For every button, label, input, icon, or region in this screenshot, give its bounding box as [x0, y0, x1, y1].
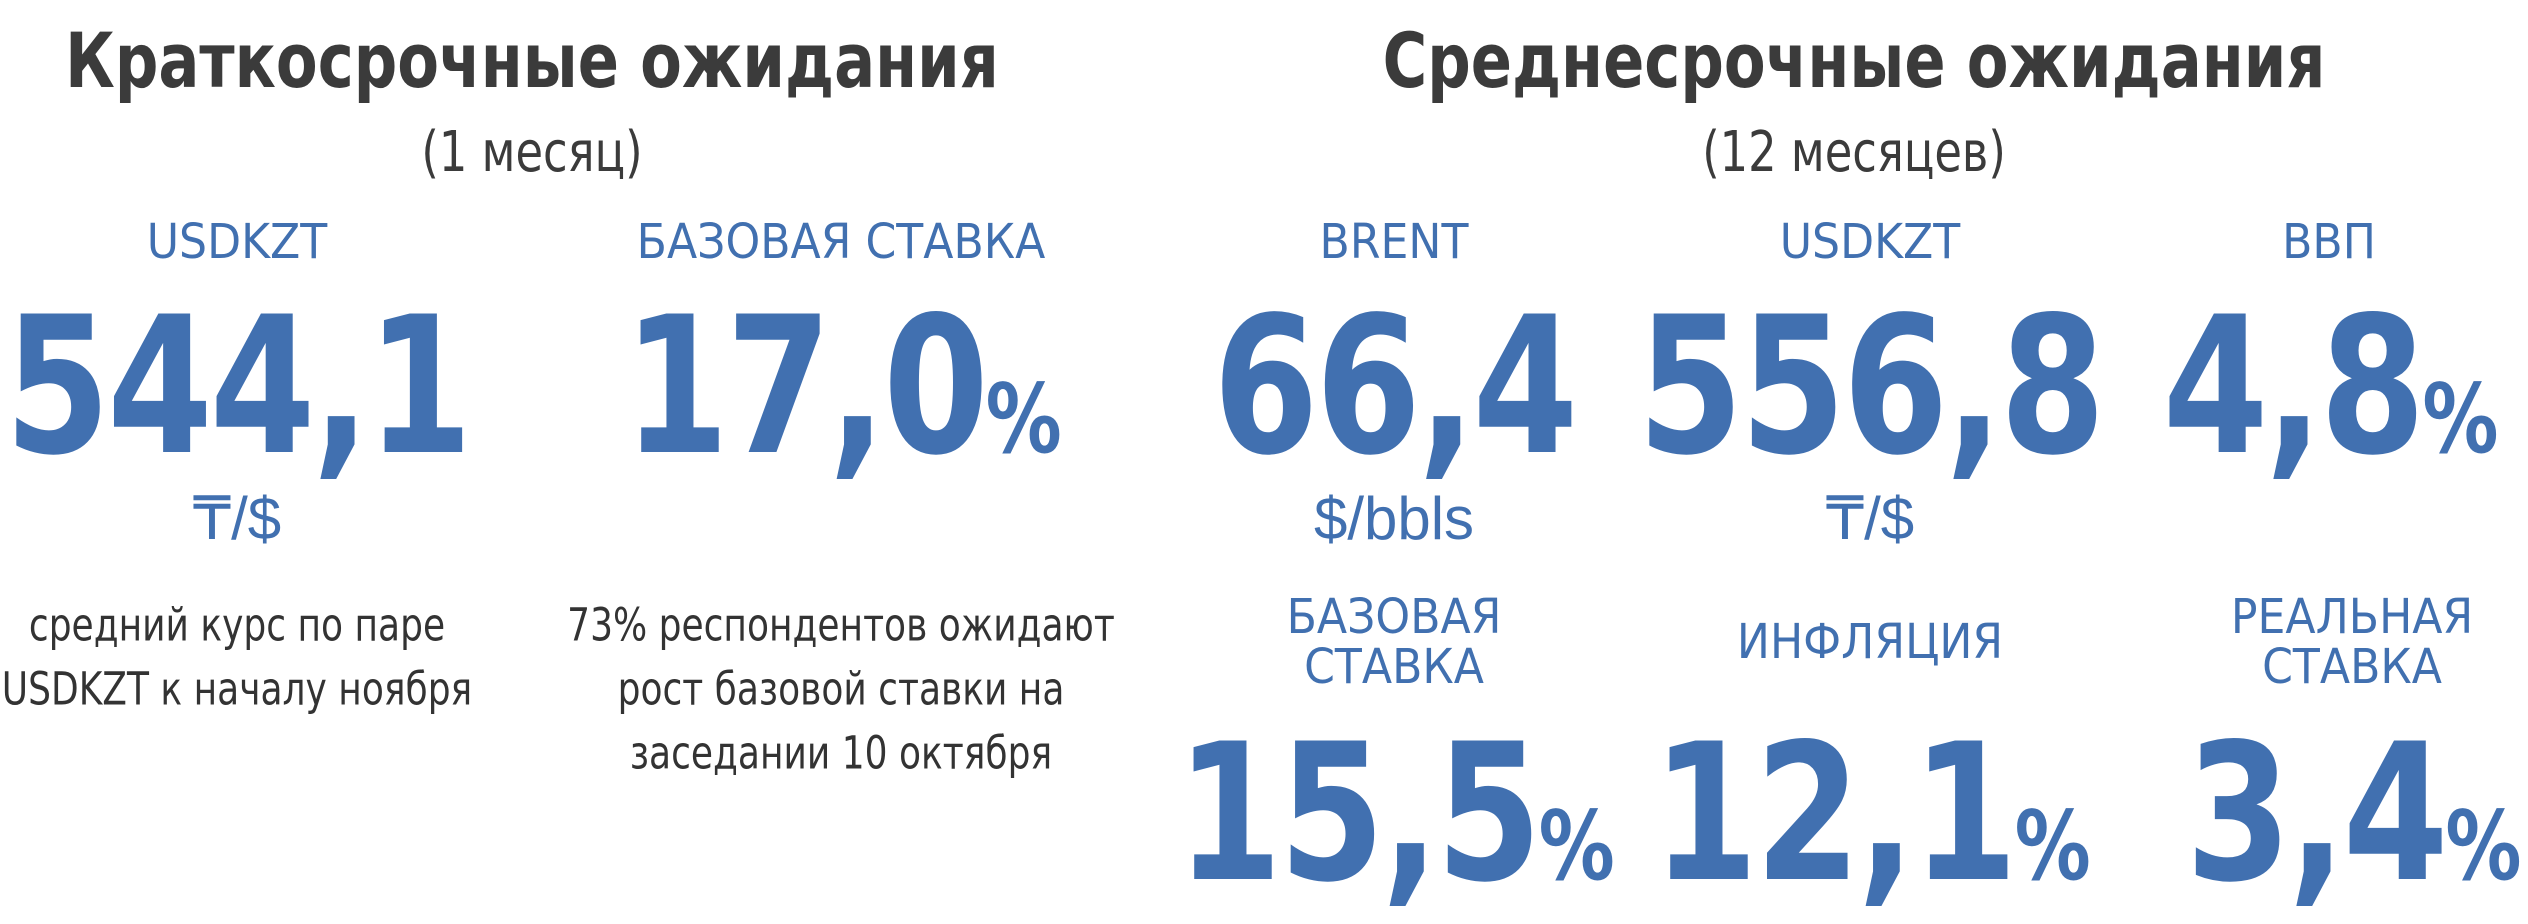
indicator-value: 15,5% [1176, 719, 1615, 909]
indicator-label: БАЗОВАЯ СТАВКА [636, 214, 1046, 270]
indicator-label: БАЗОВАЯ [1286, 589, 1502, 645]
indicator-label: ВВП [2282, 214, 2376, 270]
note-line: рост базовой ставки на [617, 662, 1065, 716]
indicator-label: СТАВКА [1304, 639, 1484, 695]
section-subtitle: (1 месяц) [421, 120, 643, 185]
indicator-label: ИНФЛЯЦИЯ [1736, 614, 2004, 670]
indicator-value: 12,1% [1652, 719, 2091, 909]
indicator-value: 4,8% [2163, 292, 2499, 482]
indicator-label: СТАВКА [2262, 639, 2442, 695]
value-number: 66,4 [1212, 276, 1578, 497]
indicator-value: 17,0% [623, 292, 1062, 482]
indicator-value: 66,4 [1213, 292, 1578, 482]
value-number: 3,4 [2185, 703, 2449, 924]
section-title: Среднесрочные ожидания [1382, 16, 2326, 105]
value-number: 556,8 [1637, 276, 2106, 497]
indicator-value: 3,4% [2186, 719, 2522, 909]
indicator-label: USDKZT [146, 214, 328, 270]
indicator-label: USDKZT [1779, 214, 1961, 270]
unit: ₸/$ [192, 485, 282, 552]
note-line: 73% респондентов ожидают [567, 598, 1115, 652]
note-line: USDKZT к началу ноября [1, 662, 473, 716]
unit: $/bbls [1313, 485, 1475, 552]
value-suffix: % [2445, 792, 2521, 902]
value-number: 17,0 [623, 276, 988, 497]
value-suffix: % [1538, 792, 1615, 902]
value-number: 12,1 [1652, 703, 2017, 924]
value-number: 544,1 [4, 276, 473, 497]
indicator-label: РЕАЛЬНАЯ [2230, 589, 2474, 645]
section-title: Краткосрочные ожидания [65, 16, 999, 105]
value-number: 15,5 [1176, 703, 1541, 924]
section-subtitle: (12 месяцев) [1702, 120, 2006, 185]
indicator-value: 544,1 [5, 292, 473, 482]
unit: ₸/$ [1825, 485, 1915, 552]
indicator-value: 556,8 [1638, 292, 2106, 482]
value-suffix: % [2422, 365, 2498, 475]
value-suffix: % [985, 365, 1062, 475]
indicator-label: BRENT [1319, 214, 1469, 270]
note-line: заседании 10 октября [629, 726, 1053, 780]
value-number: 4,8 [2162, 276, 2426, 497]
note-line: средний курс по паре [28, 598, 446, 652]
value-suffix: % [2014, 792, 2091, 902]
